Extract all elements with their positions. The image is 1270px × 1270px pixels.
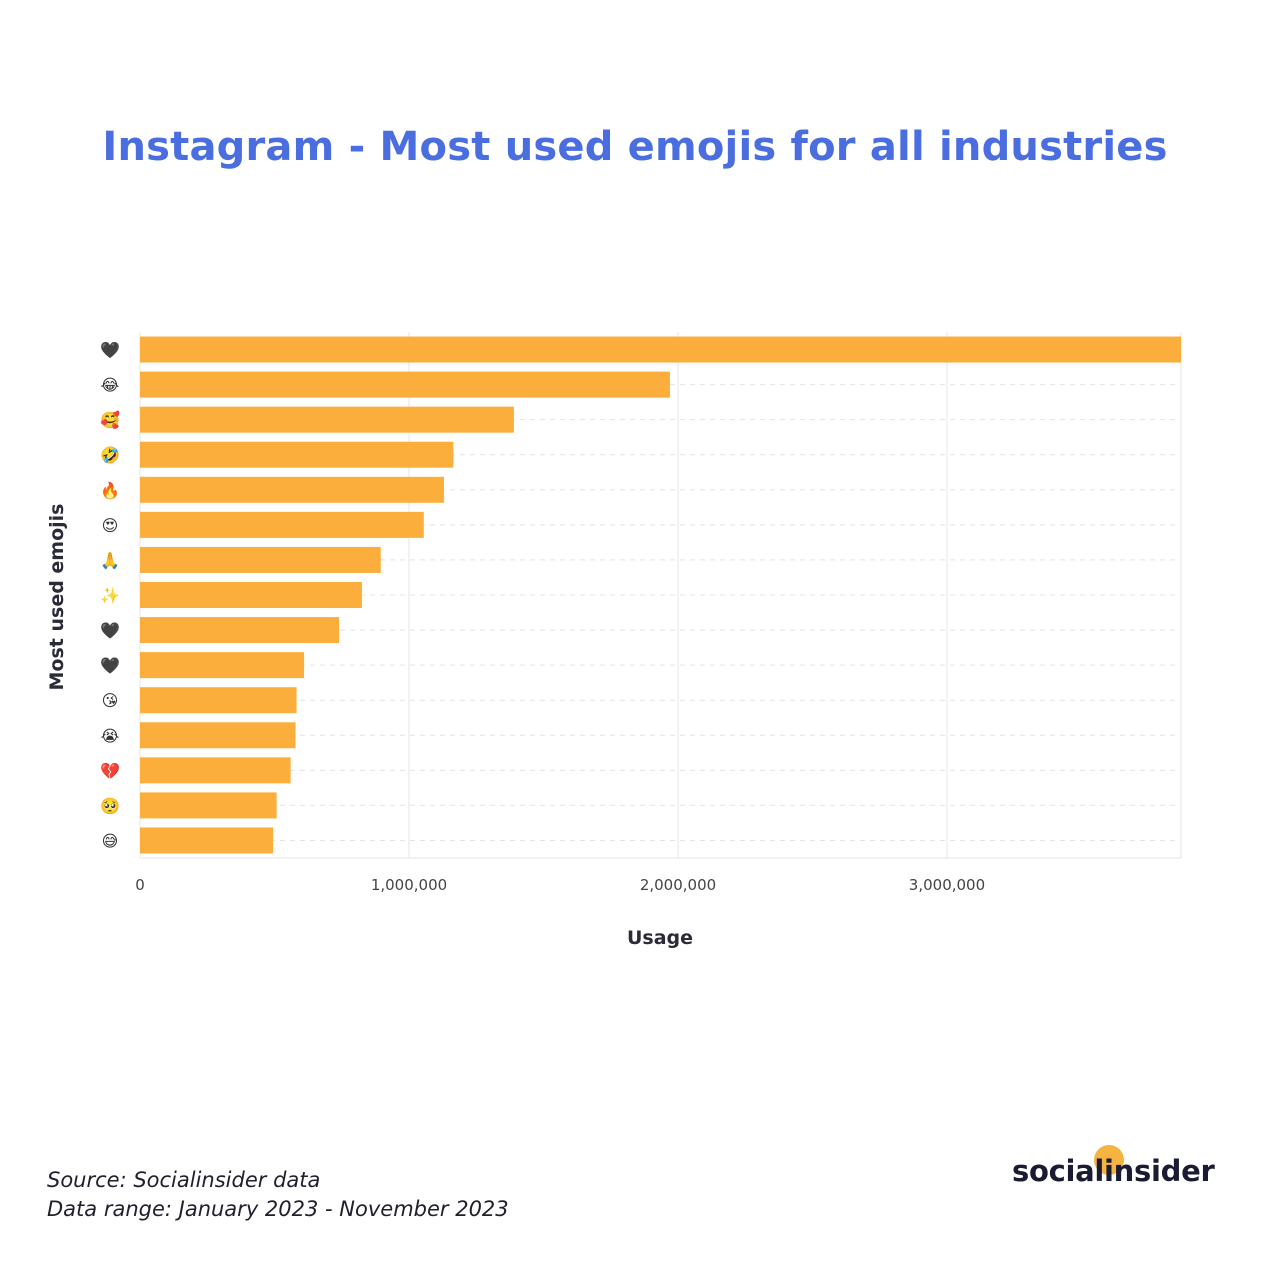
bar[interactable] — [140, 371, 670, 398]
x-tick-label: 1,000,000 — [371, 876, 447, 894]
bar[interactable] — [140, 582, 362, 608]
category-label: 😂 — [101, 376, 120, 395]
bar[interactable] — [140, 827, 274, 854]
category-label: 😍 — [102, 516, 119, 535]
category-label: 🥰 — [100, 411, 120, 430]
x-tick-labels: 0 1,000,000 2,000,000 3,000,000 — [135, 876, 985, 894]
bar[interactable] — [140, 792, 277, 819]
brand-logo: socialinsider — [1012, 1154, 1215, 1188]
bar[interactable] — [140, 406, 514, 433]
category-label: 🖤 — [100, 621, 120, 640]
category-label: 😘 — [102, 691, 119, 710]
category-label: 😭 — [101, 726, 120, 745]
category-label: 🔥 — [100, 481, 120, 500]
bar[interactable] — [140, 546, 381, 573]
page-title: Instagram - Most used emojis for all ind… — [102, 124, 1168, 170]
logo-dot-icon — [1094, 1145, 1124, 1175]
category-label: 🙏 — [100, 551, 120, 570]
category-label: 🤣 — [99, 446, 120, 466]
source-note: Source: Socialinsider data — [47, 1168, 321, 1192]
y-axis-label: Most used emojis — [46, 504, 68, 691]
bar[interactable] — [140, 722, 296, 749]
category-label: 😅 — [102, 831, 119, 850]
bar[interactable] — [140, 652, 305, 679]
category-label: 🖤 — [100, 656, 120, 675]
bar[interactable] — [140, 336, 1181, 363]
bar[interactable] — [140, 511, 424, 538]
bar[interactable] — [140, 617, 340, 644]
x-tick-label: 2,000,000 — [640, 876, 716, 894]
category-label: 🥺 — [100, 796, 120, 815]
category-labels: 🖤 😂 🥰 🤣 🔥 😍 🙏 ✨ 🖤 🖤 😘 😭 💔 🥺 😅 — [99, 341, 120, 851]
x-tick-label: 3,000,000 — [909, 876, 985, 894]
category-label: 🖤 — [100, 341, 120, 360]
data-range-note: Data range: January 2023 - November 2023 — [47, 1197, 509, 1221]
bar[interactable] — [140, 441, 454, 468]
chart-bars — [140, 336, 1181, 854]
category-label: ✨ — [100, 586, 120, 605]
x-tick-label: 0 — [135, 876, 145, 894]
x-axis-label: Usage — [627, 927, 693, 949]
bar[interactable] — [140, 757, 291, 784]
bar[interactable] — [140, 476, 444, 503]
bar[interactable] — [140, 687, 297, 714]
category-label: 💔 — [100, 761, 120, 780]
